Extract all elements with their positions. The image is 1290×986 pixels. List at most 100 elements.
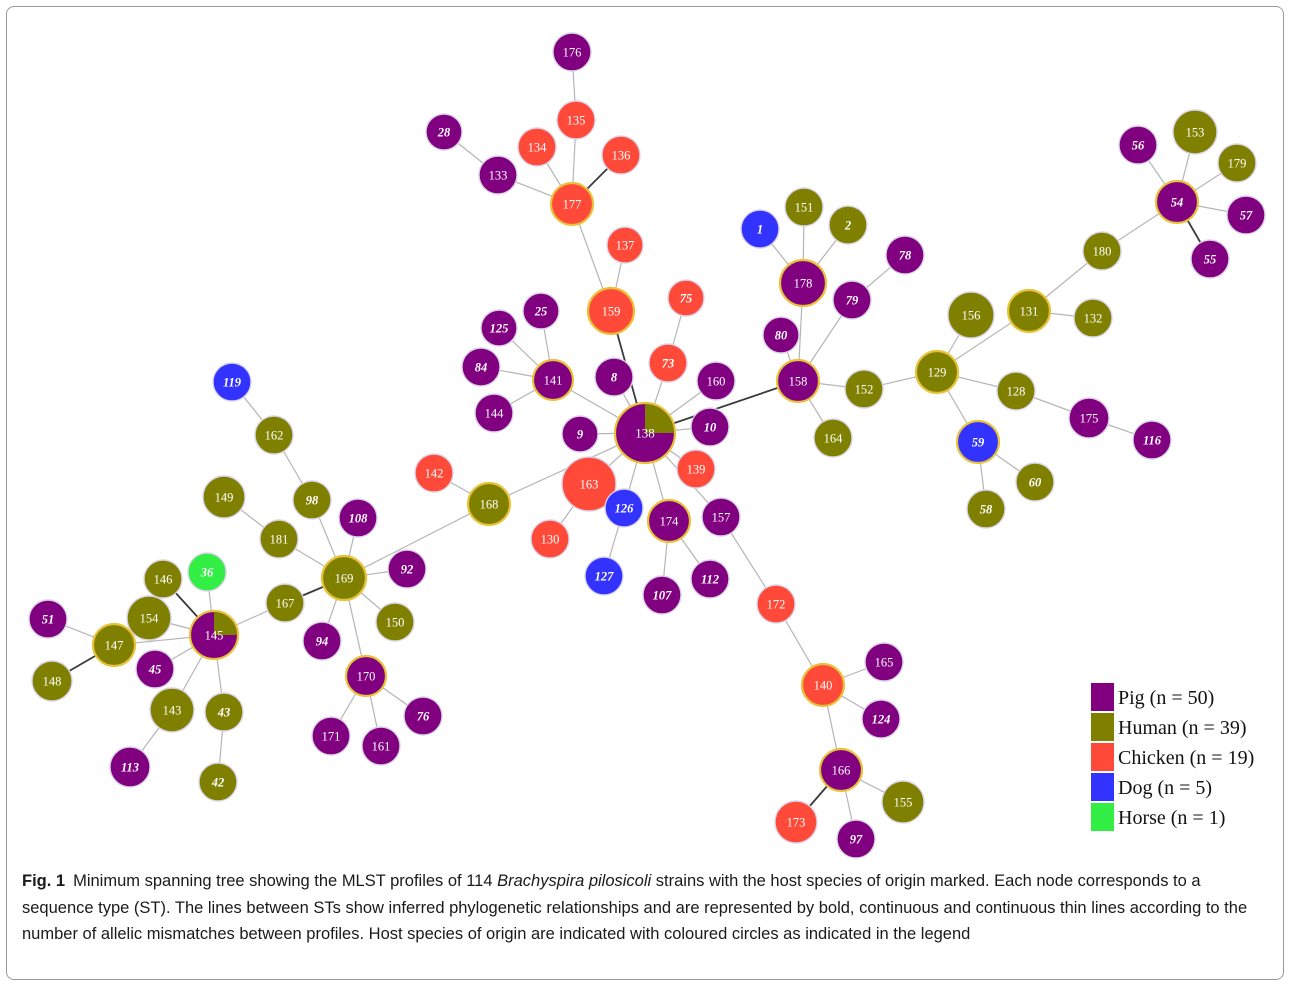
st-node-174[interactable]: 174 bbox=[646, 498, 692, 544]
st-node-119[interactable]: 119 bbox=[212, 362, 252, 402]
st-node-57[interactable]: 57 bbox=[1226, 195, 1266, 235]
st-node-76[interactable]: 76 bbox=[403, 696, 443, 736]
st-node-113[interactable]: 113 bbox=[109, 746, 151, 788]
st-node-147[interactable]: 147 bbox=[91, 622, 137, 668]
st-node-142[interactable]: 142 bbox=[414, 453, 454, 493]
st-node-163[interactable]: 163 bbox=[561, 456, 617, 512]
st-node-167[interactable]: 167 bbox=[265, 583, 305, 623]
st-node-28[interactable]: 28 bbox=[425, 113, 463, 151]
st-node-169[interactable]: 169 bbox=[320, 554, 368, 602]
st-node-137[interactable]: 137 bbox=[606, 226, 644, 264]
st-node-59[interactable]: 59 bbox=[955, 419, 1001, 465]
st-node-60[interactable]: 60 bbox=[1015, 462, 1055, 502]
st-node-45[interactable]: 45 bbox=[135, 649, 175, 689]
st-node-56[interactable]: 56 bbox=[1118, 125, 1158, 165]
st-node-178[interactable]: 178 bbox=[778, 258, 828, 308]
st-node-55[interactable]: 55 bbox=[1190, 239, 1230, 279]
st-node-36[interactable]: 36 bbox=[187, 552, 227, 592]
st-node-177[interactable]: 177 bbox=[549, 181, 595, 227]
st-node-151[interactable]: 151 bbox=[784, 187, 824, 227]
st-node-125[interactable]: 125 bbox=[480, 309, 518, 347]
st-node-84[interactable]: 84 bbox=[461, 347, 501, 387]
st-node-label: 127 bbox=[595, 570, 615, 584]
st-node-75[interactable]: 75 bbox=[667, 279, 705, 317]
st-node-circle bbox=[344, 654, 388, 698]
st-node-165[interactable]: 165 bbox=[864, 642, 904, 682]
st-node-98[interactable]: 98 bbox=[292, 480, 332, 520]
st-node-128[interactable]: 128 bbox=[996, 371, 1036, 411]
st-node-1[interactable]: 1 bbox=[740, 209, 780, 249]
st-node-175[interactable]: 175 bbox=[1068, 397, 1110, 439]
st-node-153[interactable]: 153 bbox=[1172, 109, 1218, 155]
st-node-156[interactable]: 156 bbox=[947, 291, 995, 339]
st-node-160[interactable]: 160 bbox=[696, 361, 736, 401]
st-node-97[interactable]: 97 bbox=[836, 819, 876, 859]
st-node-79[interactable]: 79 bbox=[832, 280, 872, 320]
st-node-140[interactable]: 140 bbox=[800, 662, 846, 708]
st-node-130[interactable]: 130 bbox=[530, 519, 570, 559]
st-node-80[interactable]: 80 bbox=[762, 316, 800, 354]
st-node-73[interactable]: 73 bbox=[648, 343, 688, 383]
st-node-139[interactable]: 139 bbox=[676, 449, 716, 489]
st-node-179[interactable]: 179 bbox=[1217, 143, 1257, 183]
st-node-135[interactable]: 135 bbox=[556, 100, 596, 140]
st-node-150[interactable]: 150 bbox=[375, 602, 415, 642]
st-node-94[interactable]: 94 bbox=[302, 621, 342, 661]
st-node-154[interactable]: 154 bbox=[126, 595, 172, 641]
st-node-10[interactable]: 10 bbox=[690, 407, 730, 447]
st-node-78[interactable]: 78 bbox=[885, 235, 925, 275]
st-node-108[interactable]: 108 bbox=[338, 498, 378, 538]
st-node-155[interactable]: 155 bbox=[881, 780, 925, 824]
st-node-138[interactable]: 138 bbox=[613, 401, 677, 465]
st-node-51[interactable]: 51 bbox=[28, 599, 68, 639]
st-node-136[interactable]: 136 bbox=[601, 135, 641, 175]
st-node-161[interactable]: 161 bbox=[361, 726, 401, 766]
st-node-132[interactable]: 132 bbox=[1073, 298, 1113, 338]
st-node-134[interactable]: 134 bbox=[517, 127, 557, 167]
st-node-148[interactable]: 148 bbox=[31, 660, 73, 702]
st-node-116[interactable]: 116 bbox=[1132, 420, 1172, 460]
st-node-146[interactable]: 146 bbox=[143, 559, 183, 599]
st-node-181[interactable]: 181 bbox=[259, 519, 299, 559]
st-node-107[interactable]: 107 bbox=[642, 575, 682, 615]
st-node-127[interactable]: 127 bbox=[584, 556, 624, 596]
st-node-144[interactable]: 144 bbox=[474, 393, 514, 433]
st-node-label: 73 bbox=[662, 357, 675, 371]
st-node-133[interactable]: 133 bbox=[478, 155, 518, 195]
st-node-8[interactable]: 8 bbox=[594, 357, 634, 397]
st-node-141[interactable]: 141 bbox=[531, 358, 575, 402]
st-node-159[interactable]: 159 bbox=[586, 286, 636, 336]
st-node-170[interactable]: 170 bbox=[344, 654, 388, 698]
st-node-129[interactable]: 129 bbox=[914, 349, 960, 395]
st-node-label: 42 bbox=[211, 776, 225, 790]
st-node-143[interactable]: 143 bbox=[149, 687, 195, 733]
st-node-145[interactable]: 145 bbox=[188, 609, 240, 661]
st-node-166[interactable]: 166 bbox=[818, 747, 864, 793]
st-node-9[interactable]: 9 bbox=[561, 415, 599, 453]
st-node-92[interactable]: 92 bbox=[387, 549, 427, 589]
st-node-176[interactable]: 176 bbox=[552, 32, 592, 72]
st-node-43[interactable]: 43 bbox=[204, 692, 244, 732]
st-node-label: 36 bbox=[200, 566, 214, 580]
st-node-172[interactable]: 172 bbox=[756, 584, 796, 624]
st-node-171[interactable]: 171 bbox=[311, 716, 351, 756]
st-node-173[interactable]: 173 bbox=[774, 800, 818, 844]
st-node-2[interactable]: 2 bbox=[828, 205, 868, 245]
st-node-152[interactable]: 152 bbox=[844, 369, 884, 409]
st-node-circle bbox=[774, 800, 818, 844]
st-node-157[interactable]: 157 bbox=[701, 497, 741, 537]
st-node-25[interactable]: 25 bbox=[522, 292, 560, 330]
st-node-164[interactable]: 164 bbox=[813, 418, 853, 458]
st-node-54[interactable]: 54 bbox=[1154, 179, 1200, 225]
st-node-158[interactable]: 158 bbox=[775, 358, 821, 404]
st-node-131[interactable]: 131 bbox=[1006, 288, 1052, 334]
st-node-162[interactable]: 162 bbox=[254, 415, 294, 455]
st-node-168[interactable]: 168 bbox=[466, 481, 512, 527]
st-node-42[interactable]: 42 bbox=[198, 762, 238, 802]
st-node-149[interactable]: 149 bbox=[202, 475, 246, 519]
st-node-124[interactable]: 124 bbox=[861, 699, 901, 739]
st-node-126[interactable]: 126 bbox=[604, 488, 644, 528]
st-node-58[interactable]: 58 bbox=[966, 489, 1006, 529]
st-node-112[interactable]: 112 bbox=[690, 559, 730, 599]
st-node-180[interactable]: 180 bbox=[1082, 231, 1122, 271]
